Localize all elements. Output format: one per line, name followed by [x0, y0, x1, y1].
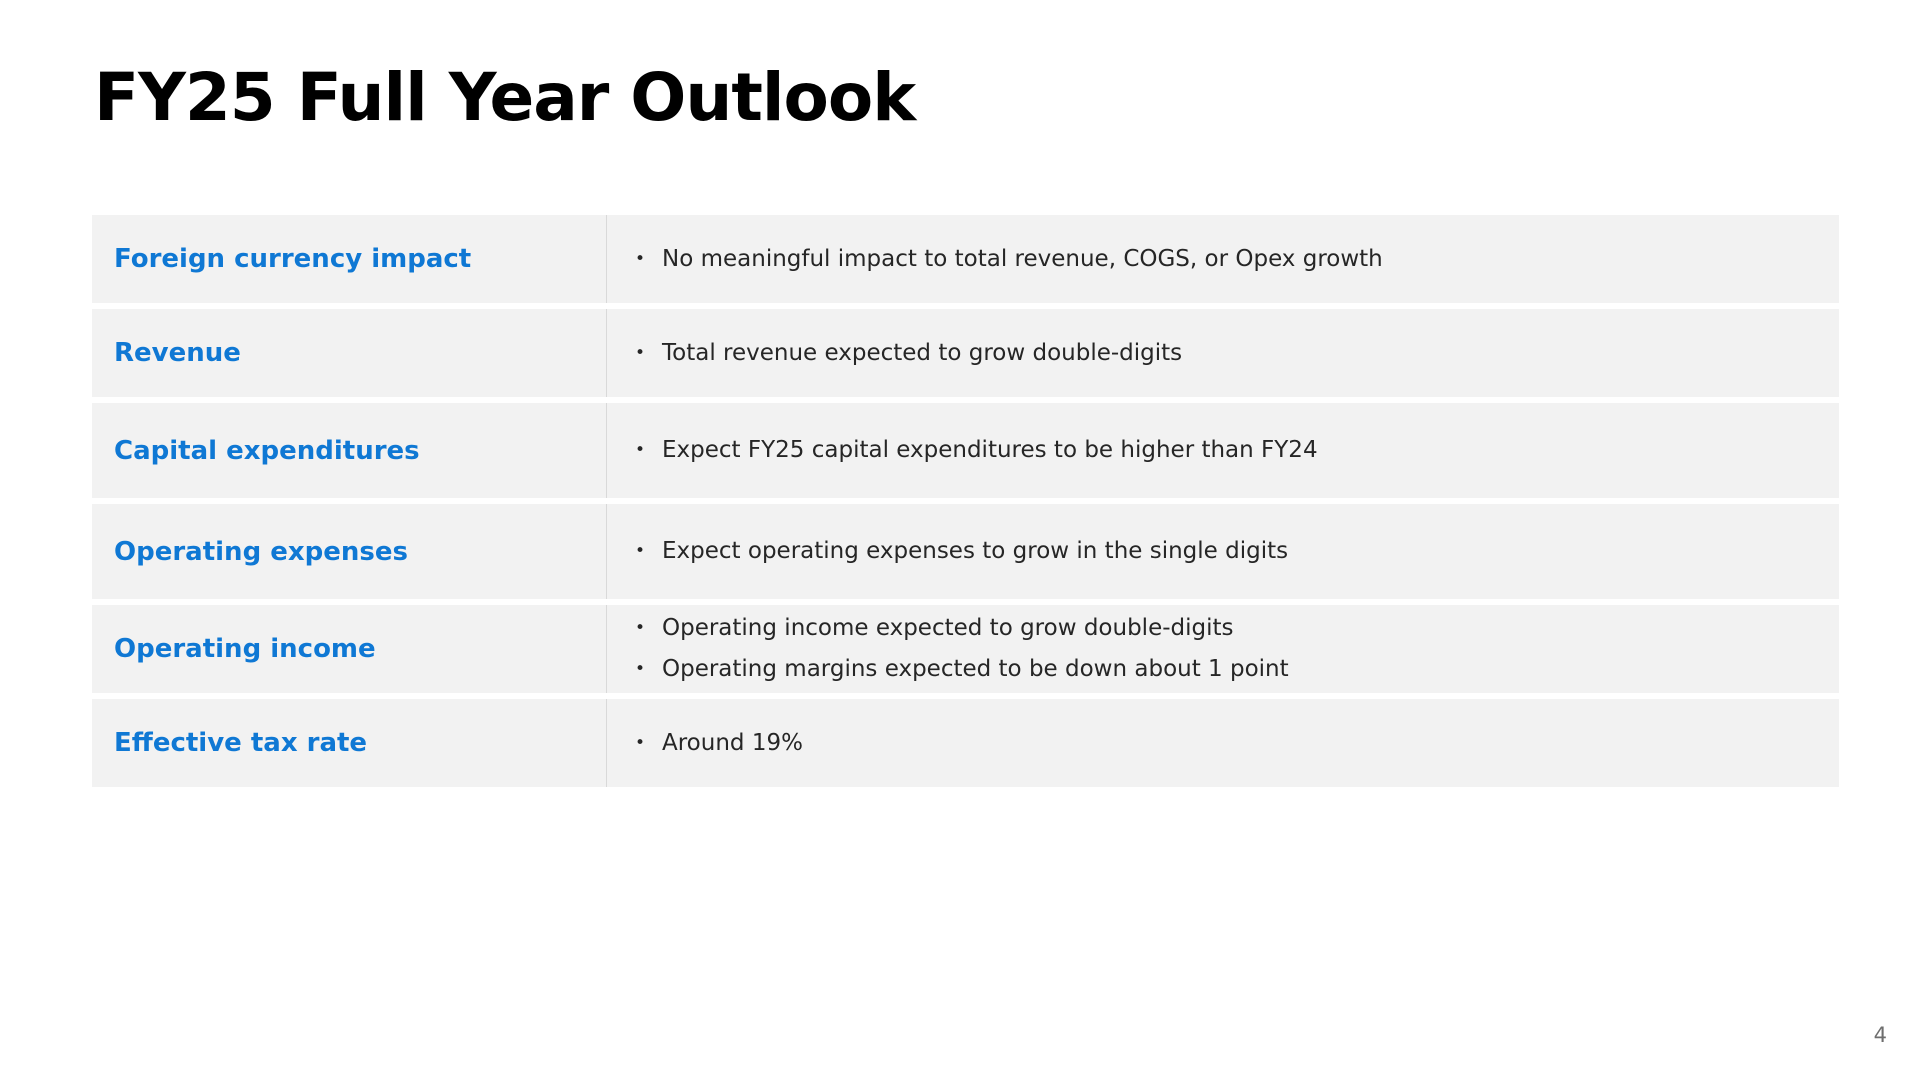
row-content: • Operating income expected to grow doub… [607, 605, 1839, 693]
bullet-icon: • [635, 732, 646, 753]
row-content: • No meaningful impact to total revenue,… [607, 215, 1839, 303]
bullet-item: • Expect operating expenses to grow in t… [635, 531, 1839, 572]
slide-number: 4 [1873, 1023, 1887, 1047]
bullet-item: • No meaningful impact to total revenue,… [635, 239, 1839, 280]
row-label: Operating income [92, 605, 607, 693]
slide-title: FY25 Full Year Outlook [94, 59, 916, 136]
bullet-text: Total revenue expected to grow double-di… [662, 339, 1183, 366]
bullet-item: • Expect FY25 capital expenditures to be… [635, 430, 1839, 471]
bullet-item: • Around 19% [635, 723, 1839, 764]
row-label: Operating expenses [92, 504, 607, 599]
row-label: Revenue [92, 309, 607, 397]
bullet-item: • Operating margins expected to be down … [635, 649, 1839, 690]
row-label: Effective tax rate [92, 699, 607, 787]
bullet-text: Operating income expected to grow double… [662, 615, 1234, 641]
row-label: Capital expenditures [92, 403, 607, 498]
table-row-operating-income: Operating income • Operating income expe… [92, 605, 1839, 693]
bullet-item: • Operating income expected to grow doub… [635, 608, 1839, 649]
bullet-icon: • [635, 248, 646, 269]
bullet-item: • Total revenue expected to grow double-… [635, 333, 1839, 374]
table-row-operating-expenses: Operating expenses • Expect operating ex… [92, 504, 1839, 599]
bullet-text: Expect FY25 capital expenditures to be h… [662, 437, 1318, 463]
table-row-foreign-currency: Foreign currency impact • No meaningful … [92, 215, 1839, 303]
table-row-effective-tax-rate: Effective tax rate • Around 19% [92, 699, 1839, 787]
bullet-text: Operating margins expected to be down ab… [662, 656, 1289, 682]
row-content: • Expect FY25 capital expenditures to be… [607, 403, 1839, 498]
outlook-table: Foreign currency impact • No meaningful … [92, 215, 1839, 793]
row-label: Foreign currency impact [92, 215, 607, 303]
table-row-capital-expenditures: Capital expenditures • Expect FY25 capit… [92, 403, 1839, 498]
bullet-icon: • [635, 618, 646, 638]
bullet-text: Around 19% [662, 729, 803, 756]
row-content: • Expect operating expenses to grow in t… [607, 504, 1839, 599]
bullet-icon: • [635, 342, 646, 363]
table-row-revenue: Revenue • Total revenue expected to grow… [92, 309, 1839, 397]
bullet-text: Expect operating expenses to grow in the… [662, 538, 1289, 564]
row-content: • Total revenue expected to grow double-… [607, 309, 1839, 397]
bullet-icon: • [635, 659, 646, 679]
bullet-icon: • [635, 440, 646, 460]
bullet-text: No meaningful impact to total revenue, C… [662, 245, 1383, 272]
row-content: • Around 19% [607, 699, 1839, 787]
bullet-icon: • [635, 541, 646, 561]
